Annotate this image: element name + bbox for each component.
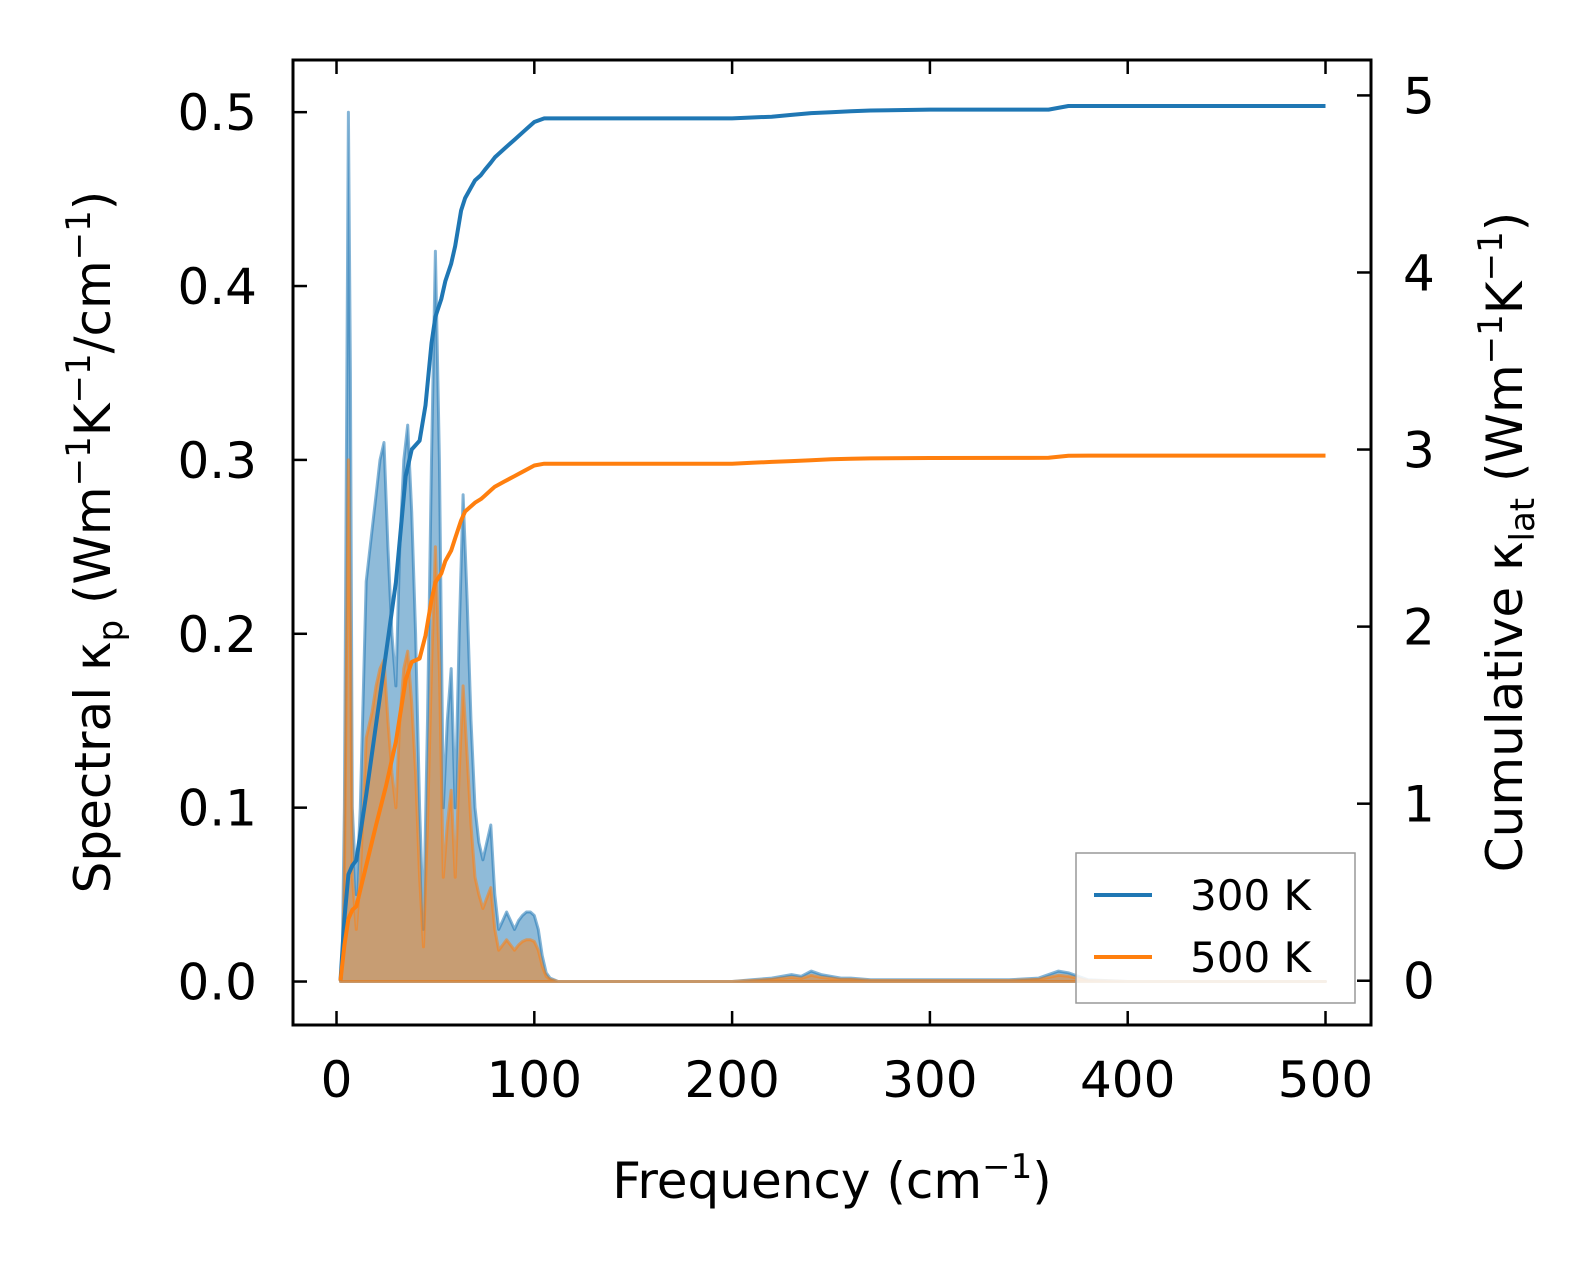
y-tick-label-right: 2 xyxy=(1403,599,1435,657)
area-500-k-spectral xyxy=(339,458,1327,983)
legend-label-300k: 300 K xyxy=(1190,871,1313,920)
y-axis-right: 0 1 2 3 4 5 xyxy=(1357,67,1435,1011)
x-tick-label: 400 xyxy=(1080,1051,1175,1109)
area-300-k-spectral xyxy=(339,110,1327,983)
line-cumulative-500-k xyxy=(338,453,1326,981)
y-axis-left: 0.0 0.1 0.2 0.3 0.4 0.5 xyxy=(177,84,307,1012)
legend: 300 K 500 K xyxy=(1075,852,1356,1004)
y-tick-label-right: 0 xyxy=(1403,953,1435,1011)
y-tick-label-right: 5 xyxy=(1403,67,1435,125)
x-tick-label: 200 xyxy=(684,1051,779,1109)
y-axis-right-title: Cumulative κlat (Wm−1K−1) xyxy=(1471,212,1543,872)
plot-frame xyxy=(291,58,1373,1027)
y-tick-label-left: 0.3 xyxy=(177,432,257,490)
x-axis-title: Frequency (cm−1) xyxy=(612,1147,1052,1210)
legend-frame xyxy=(1075,852,1356,1004)
y-tick-label-left: 0.2 xyxy=(177,606,257,664)
x-tick-label: 300 xyxy=(882,1051,977,1109)
y-tick-label-left: 0.5 xyxy=(177,84,257,142)
y-tick-label-left: 0.1 xyxy=(177,780,257,838)
line-cumulative-300-k xyxy=(338,104,1326,981)
x-tick-label: 0 xyxy=(321,1051,353,1109)
legend-label-500k: 500 K xyxy=(1190,933,1313,982)
y-tick-label-right: 1 xyxy=(1403,776,1435,834)
y-tick-label-right: 3 xyxy=(1403,422,1435,480)
y-axis-left-title: Spectral κp (Wm−1K−1/cm−1) xyxy=(59,191,131,894)
y-tick-label-left: 0.4 xyxy=(177,258,257,316)
plot-content xyxy=(338,104,1327,983)
y-tick-label-left: 0.0 xyxy=(177,954,257,1012)
y-tick-label-right: 4 xyxy=(1403,244,1435,302)
x-axis: 0 100 200 300 400 500 xyxy=(321,60,1373,1109)
x-tick-label: 100 xyxy=(487,1051,582,1109)
x-tick-label: 500 xyxy=(1278,1051,1373,1109)
